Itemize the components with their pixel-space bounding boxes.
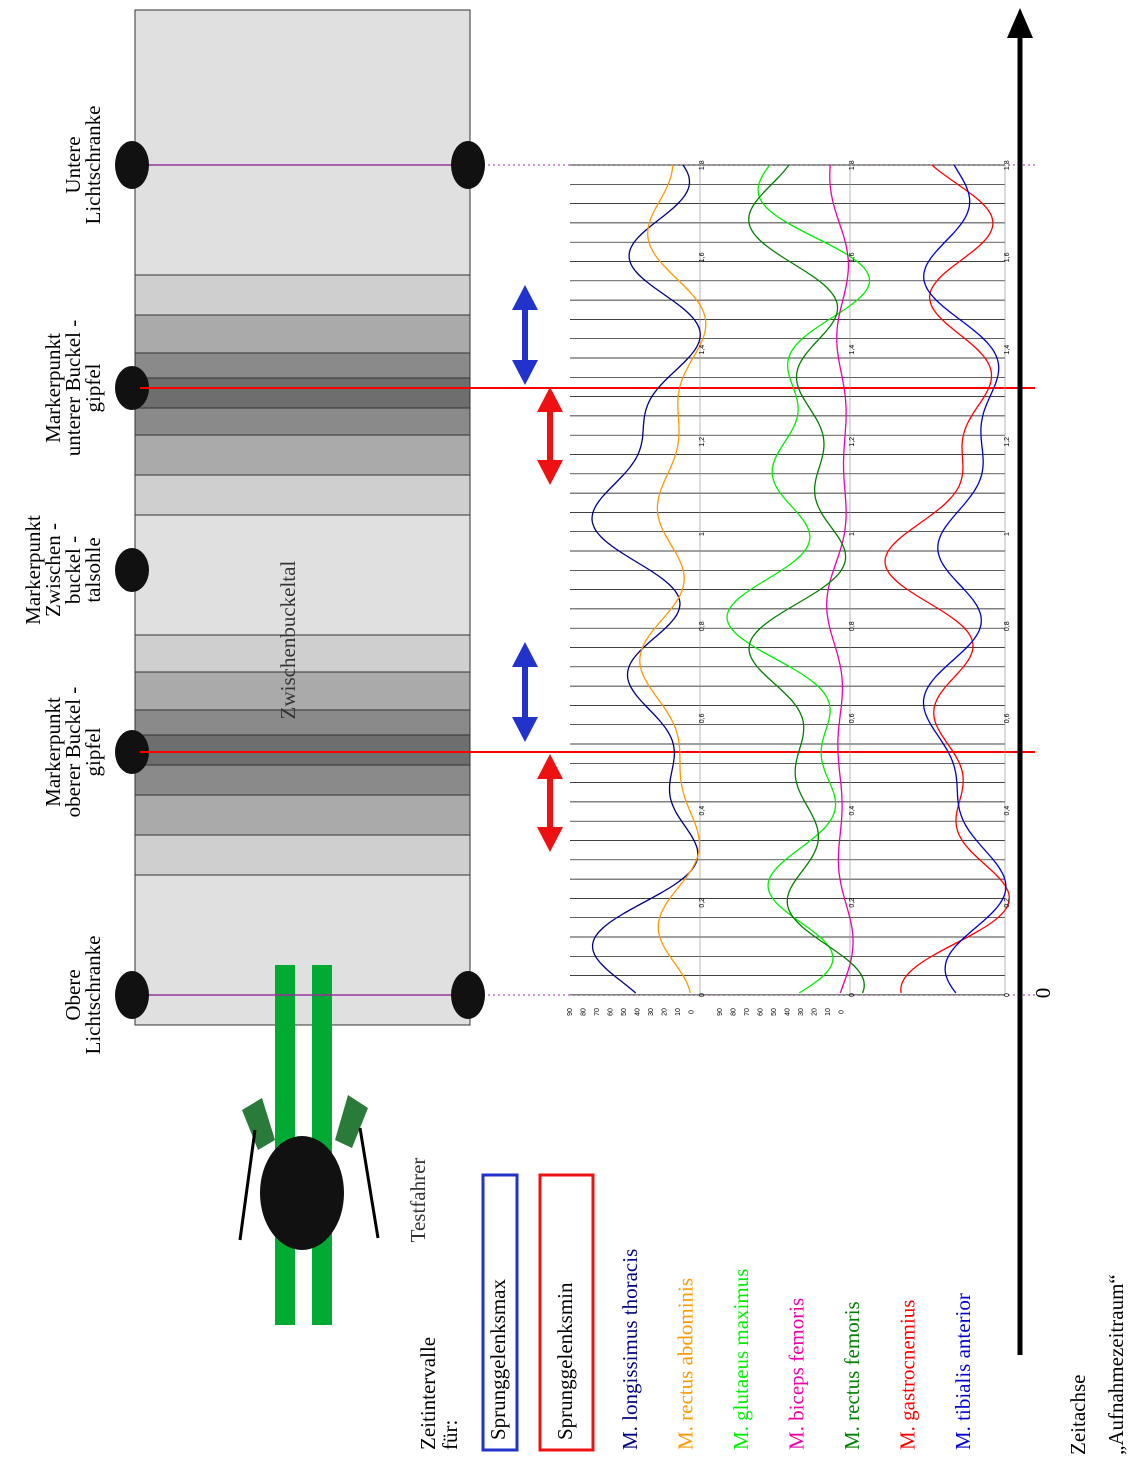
axis-title: „Aufnahmezeitraum“ xyxy=(1104,1274,1128,1455)
emg-trace xyxy=(885,165,1009,993)
amp-tick-label: 50 xyxy=(771,1008,778,1016)
emg-trace xyxy=(640,165,706,993)
time-tick-label: 0,2 xyxy=(849,898,856,908)
time-tick-label: 0,6 xyxy=(849,713,856,723)
emg-trace xyxy=(827,165,853,993)
time-tick-label: 1 xyxy=(699,532,706,536)
time-tick-label: 0,2 xyxy=(699,898,706,908)
diagram: UntereLichtschrankeMarkerpunktunterer Bu… xyxy=(0,0,1138,1459)
time-tick-label: 0,4 xyxy=(849,806,856,816)
interval-arrows xyxy=(512,285,563,852)
time-tick-label: 1,6 xyxy=(699,252,706,262)
emg-trace xyxy=(749,165,865,993)
time-tick-label: 1,4 xyxy=(849,345,856,355)
amp-tick-label: 90 xyxy=(717,1008,724,1016)
time-tick-label: 1 xyxy=(849,532,856,536)
amp-tick-label: 90 xyxy=(567,1008,574,1016)
time-tick-label: 1,8 xyxy=(849,160,856,170)
emg-trace xyxy=(727,165,870,993)
amp-tick-label: 70 xyxy=(744,1008,751,1016)
time-tick-label: 0,2 xyxy=(1004,898,1011,908)
muscle-label: M. gastrocnemius xyxy=(895,1300,919,1450)
legend-max: Sprunggelenksmax xyxy=(486,1279,510,1440)
muscle-label: M. biceps femoris xyxy=(784,1298,808,1450)
emg-chart xyxy=(570,165,1009,995)
rider xyxy=(260,1136,344,1250)
amp-tick-label: 20 xyxy=(811,1008,818,1016)
hump-upper xyxy=(135,275,470,515)
amp-tick-label: 50 xyxy=(621,1008,628,1016)
time-tick-label: 0,6 xyxy=(1004,713,1011,723)
marker-label: talsohle xyxy=(81,537,105,602)
hump-lower xyxy=(135,635,470,875)
axis-zero: 0 xyxy=(1031,988,1055,999)
muscle-label: M. rectus femoris xyxy=(840,1301,864,1450)
time-tick-label: 1 xyxy=(1004,532,1011,536)
time-tick-label: 0,4 xyxy=(699,806,706,816)
pole xyxy=(360,1128,378,1238)
amp-tick-label: 10 xyxy=(825,1008,832,1016)
time-tick-label: 1,6 xyxy=(1004,252,1011,262)
time-tick-label: 0,6 xyxy=(699,713,706,723)
time-tick-label: 0,8 xyxy=(1004,621,1011,631)
time-tick-label: 1,2 xyxy=(1004,437,1011,447)
valley-label: Zwischenbuckeltal xyxy=(276,561,300,720)
time-tick-label: 0 xyxy=(849,993,856,997)
time-tick-label: 1,4 xyxy=(699,345,706,355)
time-tick-label: 0 xyxy=(1004,993,1011,997)
emg-trace xyxy=(924,165,1006,993)
muscle-label: M. tibialis anterior xyxy=(951,1293,975,1450)
amp-tick-label: 70 xyxy=(594,1008,601,1016)
legend-title: für: xyxy=(438,1420,462,1450)
legend-min: Sprunggelenksmin xyxy=(553,1282,577,1440)
muscle-label: M. rectus abdominis xyxy=(673,1278,697,1450)
time-tick-label: 0,4 xyxy=(1004,806,1011,816)
amp-tick-label: 10 xyxy=(675,1008,682,1016)
marker-label: gipfel xyxy=(81,363,105,412)
amp-tick-label: 30 xyxy=(648,1008,655,1016)
time-tick-label: 1,2 xyxy=(849,437,856,447)
amp-tick-label: 80 xyxy=(580,1008,587,1016)
muscle-label: M. glutaeus maximus xyxy=(729,1269,753,1450)
marker-label: Lichtschranke xyxy=(81,936,105,1055)
rider-label: Testfahrer xyxy=(406,1158,430,1243)
time-tick-label: 0,8 xyxy=(849,621,856,631)
amp-tick-label: 30 xyxy=(798,1008,805,1016)
amp-tick-label: 60 xyxy=(757,1008,764,1016)
marker-label: gipfel xyxy=(81,727,105,776)
amp-tick-label: 80 xyxy=(730,1008,737,1016)
amp-tick-label: 60 xyxy=(607,1008,614,1016)
amp-tick-label: 40 xyxy=(784,1008,791,1016)
time-tick-label: 1,4 xyxy=(1004,345,1011,355)
time-tick-label: 1,8 xyxy=(699,160,706,170)
amp-tick-label: 40 xyxy=(634,1008,641,1016)
time-tick-label: 1,6 xyxy=(849,252,856,262)
time-tick-label: 0,8 xyxy=(699,621,706,631)
amp-tick-label: 0 xyxy=(838,1010,845,1014)
time-axis-head xyxy=(1007,8,1033,38)
time-tick-label: 1,2 xyxy=(699,437,706,447)
axis-title: Zeitachse xyxy=(1066,1375,1090,1455)
time-tick-label: 1,8 xyxy=(1004,160,1011,170)
legend-title: Zeitintervalle xyxy=(416,1337,440,1450)
amp-tick-label: 20 xyxy=(661,1008,668,1016)
marker-label: Lichtschranke xyxy=(81,106,105,225)
muscle-label: M. longissimus thoracis xyxy=(618,1249,642,1450)
pole xyxy=(240,1130,255,1240)
time-tick-label: 0 xyxy=(699,993,706,997)
amp-tick-label: 0 xyxy=(688,1010,695,1014)
